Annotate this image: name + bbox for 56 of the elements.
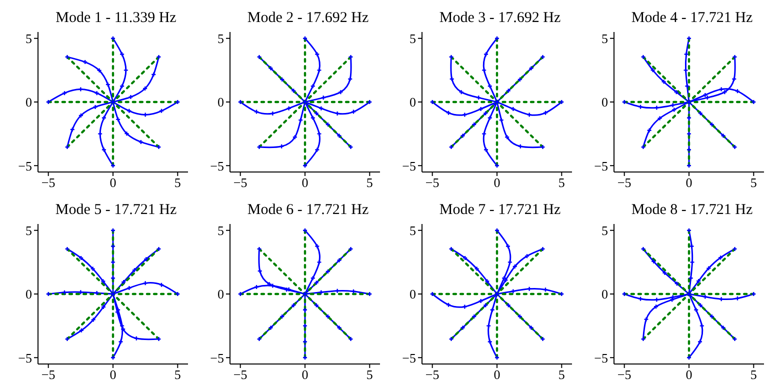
y-tick-label: 5 — [26, 30, 32, 46]
x-tick-label: 0 — [494, 367, 500, 382]
y-tick-label: −5 — [594, 158, 608, 174]
y-tick-label: 5 — [218, 30, 224, 46]
y-tick-label: −5 — [210, 158, 224, 174]
x-tick-label: 0 — [686, 367, 692, 382]
y-tick-label: 5 — [410, 30, 416, 46]
y-tick-label: −5 — [402, 158, 416, 174]
y-tick-label: 0 — [410, 286, 416, 302]
y-tick-label: 0 — [602, 94, 608, 110]
x-tick-label: 0 — [302, 175, 308, 190]
x-tick-label: 0 — [302, 367, 308, 382]
y-tick-label: 0 — [218, 286, 224, 302]
x-tick-label: −5 — [41, 367, 56, 382]
x-tick-label: −5 — [425, 367, 440, 382]
x-tick-label: 5 — [174, 367, 181, 382]
y-tick-label: 0 — [410, 94, 416, 110]
y-tick-label: 0 — [26, 94, 32, 110]
y-tick-label: 5 — [218, 222, 224, 238]
y-tick-label: −5 — [402, 350, 416, 366]
y-tick-label: −5 — [18, 350, 32, 366]
chart-title: Mode 1 - 11.339 Hz — [54, 9, 178, 28]
y-tick-label: 5 — [410, 222, 416, 238]
chart-title: Mode 5 - 17.721 Hz — [54, 201, 178, 220]
chart-title: Mode 3 - 17.692 Hz — [438, 9, 562, 28]
x-tick-label: 0 — [110, 175, 116, 190]
y-tick-label: 0 — [218, 94, 224, 110]
x-tick-label: 5 — [558, 175, 565, 190]
x-tick-label: 5 — [750, 367, 757, 382]
x-tick-label: −5 — [41, 175, 56, 190]
y-tick-label: −5 — [210, 350, 224, 366]
chart-title: Mode 4 - 17.721 Hz — [630, 9, 754, 28]
chart-title: Mode 6 - 17.721 Hz — [246, 201, 370, 220]
x-tick-label: −5 — [617, 367, 632, 382]
x-tick-label: 0 — [110, 367, 116, 382]
y-tick-label: 0 — [602, 286, 608, 302]
chart-title: Mode 7 - 17.721 Hz — [438, 201, 562, 220]
x-tick-label: −5 — [233, 175, 248, 190]
x-tick-label: 5 — [366, 367, 373, 382]
x-tick-label: 0 — [686, 175, 692, 190]
y-tick-label: −5 — [18, 158, 32, 174]
chart-title: Mode 8 - 17.721 Hz — [630, 201, 754, 220]
x-tick-label: 5 — [558, 367, 565, 382]
y-tick-label: 5 — [26, 222, 32, 238]
x-tick-label: −5 — [617, 175, 632, 190]
chart-title: Mode 2 - 17.692 Hz — [246, 9, 370, 28]
x-tick-label: 0 — [494, 175, 500, 190]
x-tick-label: −5 — [425, 175, 440, 190]
y-tick-label: 5 — [602, 30, 608, 46]
y-tick-label: 5 — [602, 222, 608, 238]
x-tick-label: 5 — [750, 175, 757, 190]
y-tick-label: −5 — [594, 350, 608, 366]
x-tick-label: 5 — [366, 175, 373, 190]
y-tick-label: 0 — [26, 286, 32, 302]
x-tick-label: −5 — [233, 367, 248, 382]
x-tick-label: 5 — [174, 175, 181, 190]
